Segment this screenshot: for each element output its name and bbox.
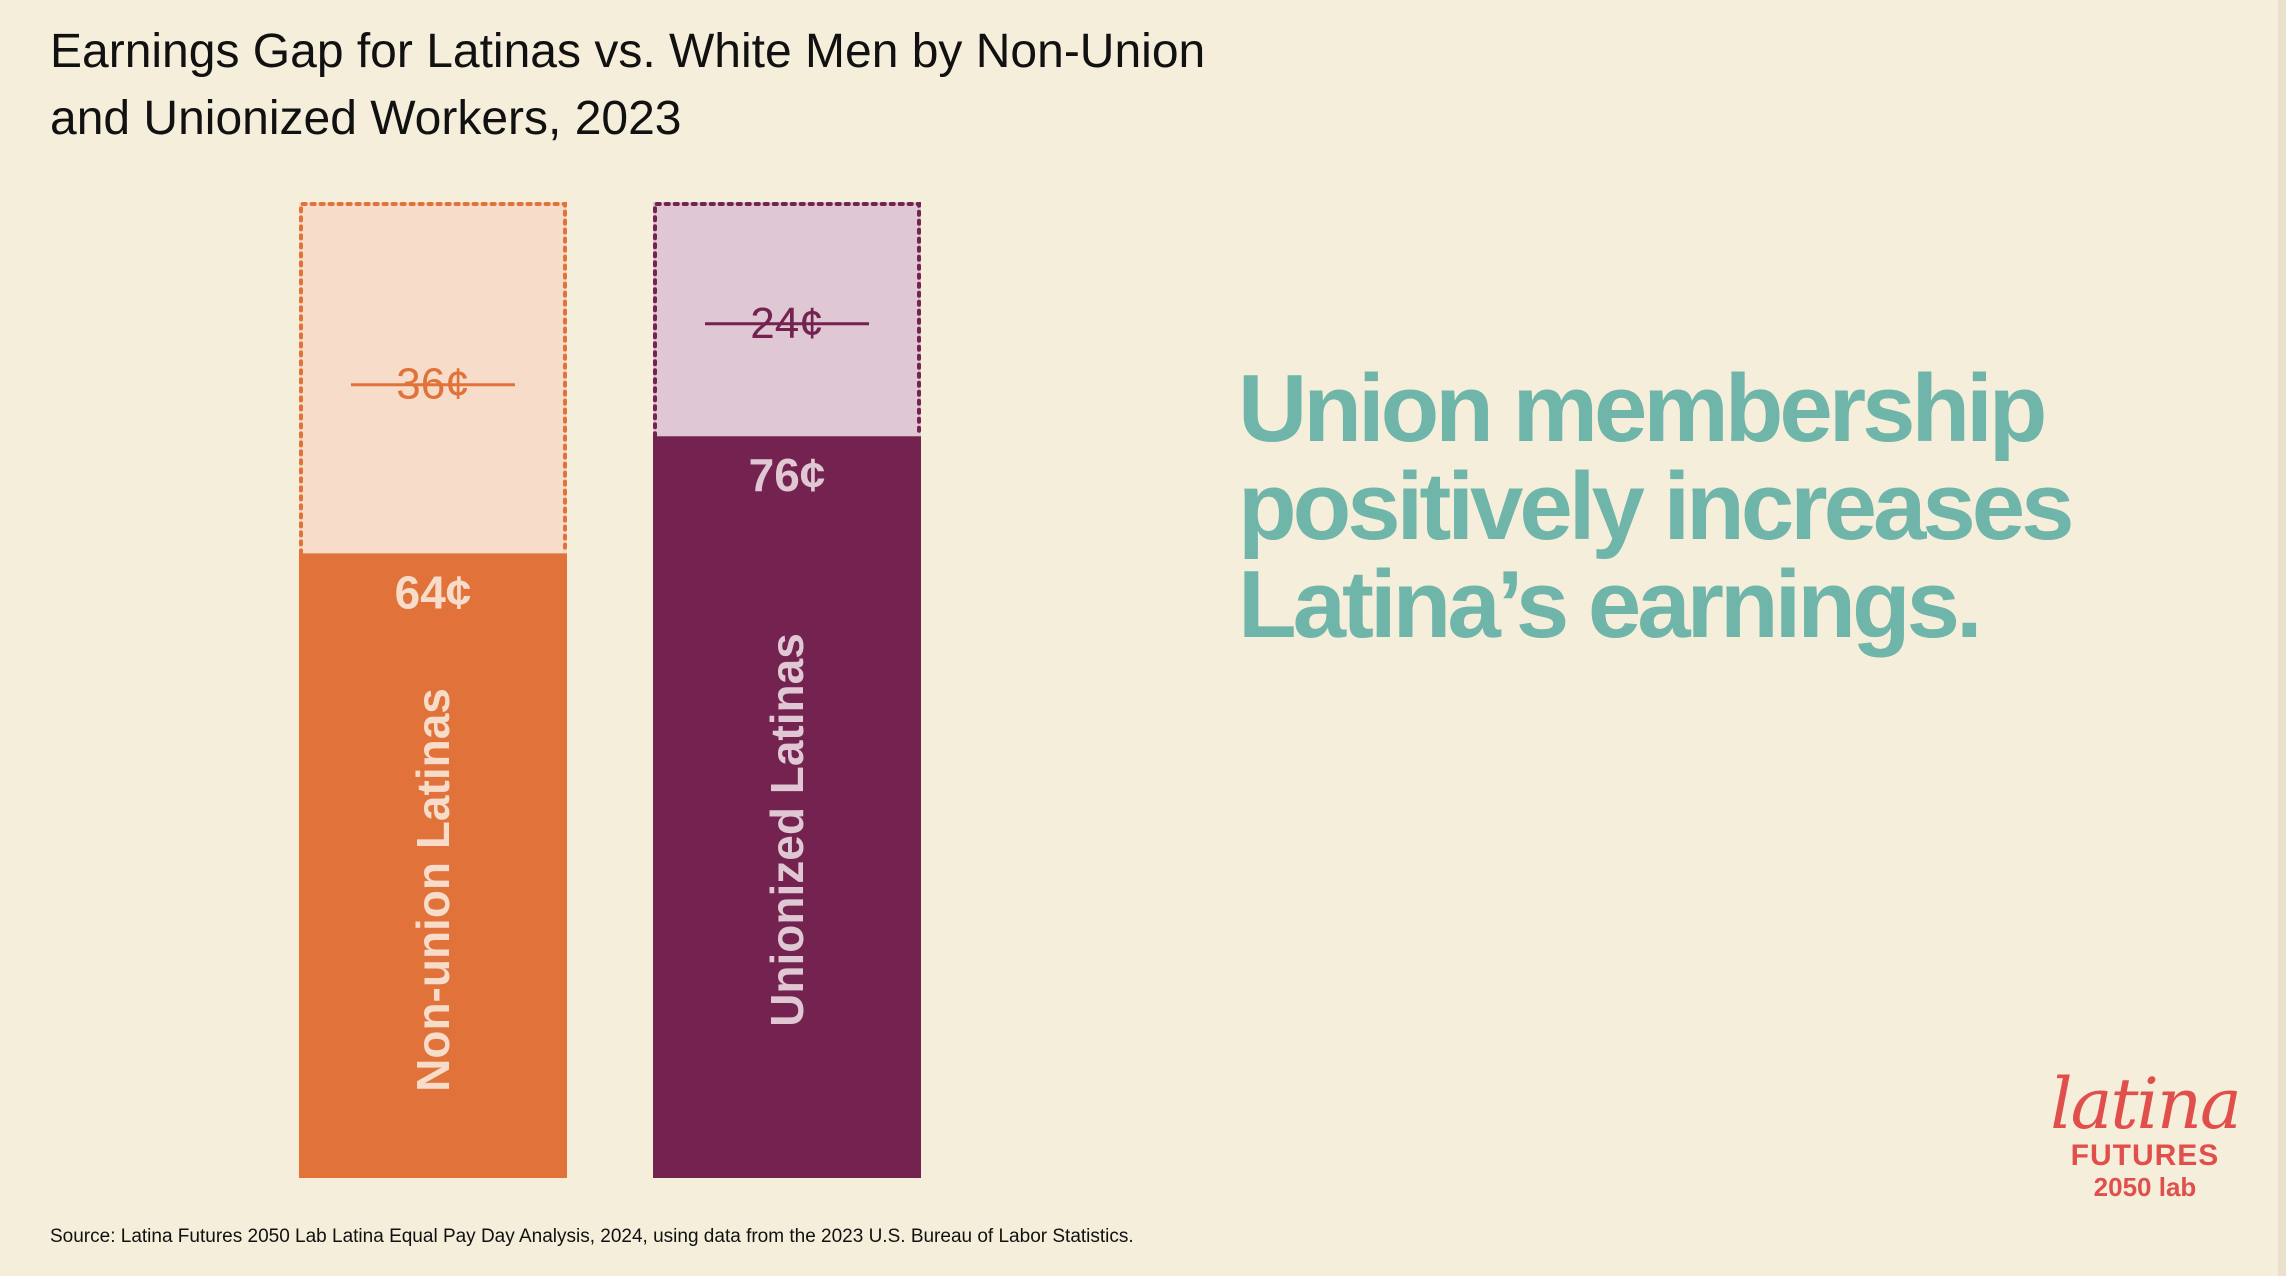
logo-futures-text: FUTURES <box>2070 1139 2220 1172</box>
category-label: Non-union Latinas <box>407 688 459 1092</box>
chart-title: Earnings Gap for Latinas vs. White Men b… <box>50 25 1206 145</box>
right-edge-strip <box>2278 0 2286 1276</box>
earned-segment <box>653 436 921 1178</box>
gap-dotted-border <box>299 202 567 556</box>
latina-futures-logo: latina FUTURES 2050 lab <box>2030 1068 2260 1218</box>
headline-text: Union membership positively increases La… <box>1238 355 2075 658</box>
gap-dotted-border <box>653 202 921 439</box>
earned-segment <box>299 553 567 1178</box>
gap-segment <box>653 202 921 437</box>
logo-latina-text: latina <box>2050 1063 2241 1145</box>
gap-segment <box>299 202 567 554</box>
category-label: Unionized Latinas <box>761 633 813 1027</box>
source-note: Source: Latina Futures 2050 Lab Latina E… <box>50 1226 1134 1247</box>
earned-value-label: 64¢ <box>395 566 472 618</box>
earned-value-label: 76¢ <box>749 449 826 501</box>
logo-lab-text: 2050 lab <box>2093 1172 2197 1202</box>
